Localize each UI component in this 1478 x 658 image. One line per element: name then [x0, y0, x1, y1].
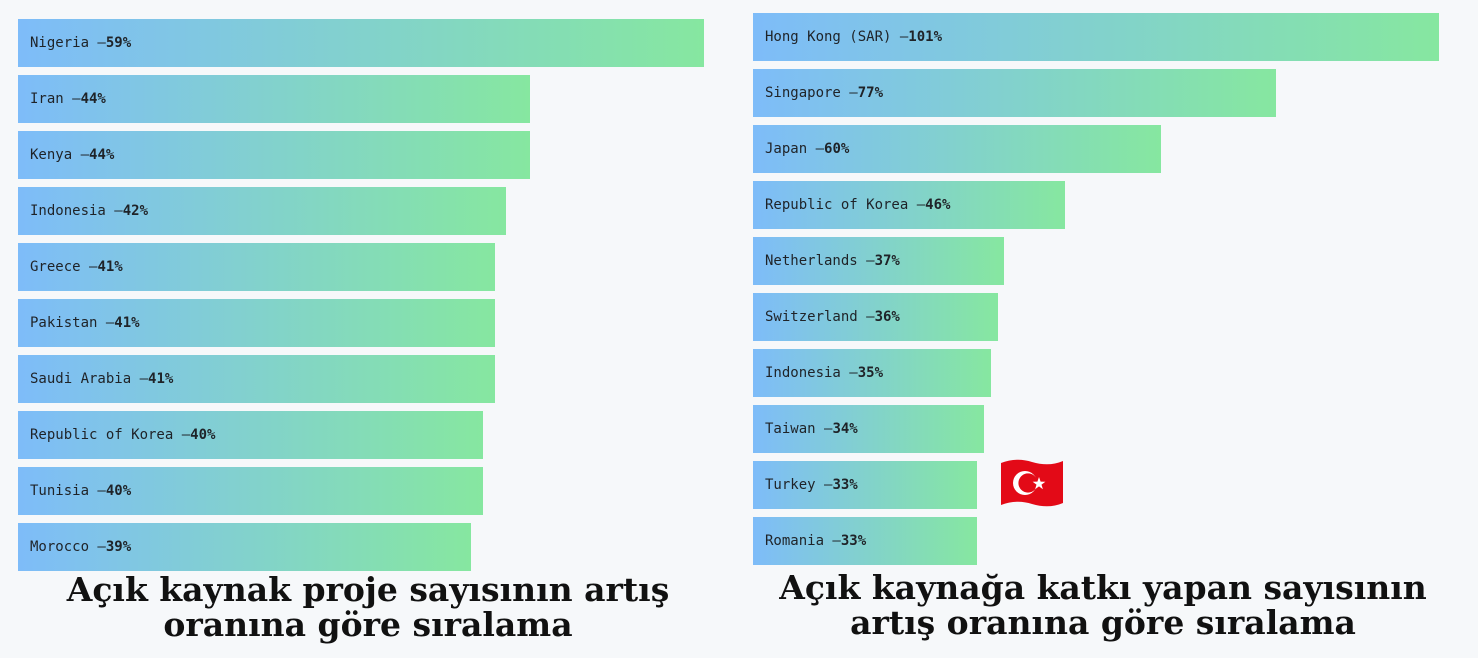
bar-label: Hong Kong (SAR) – — [765, 29, 909, 45]
bar-label: Indonesia – — [30, 203, 123, 219]
bar-label: Indonesia – — [765, 365, 858, 381]
bar-republic-of-korea: Republic of Korea – 40% — [18, 411, 483, 459]
chart-title-right: Açık kaynağa katkı yapan sayısının artış… — [779, 568, 1427, 642]
bar-republic-of-korea: Republic of Korea – 46% — [753, 181, 1065, 229]
bar-label: Republic of Korea – — [30, 427, 191, 443]
bar-value: 40% — [105, 483, 132, 499]
bar-value: 33% — [840, 533, 867, 549]
bar-morocco: Morocco – 39% — [18, 523, 471, 571]
bar-value: 41% — [114, 315, 140, 331]
bar-value: 34% — [832, 421, 858, 437]
bar-saudi-arabia: Saudi Arabia – 41% — [18, 355, 495, 403]
bar-iran: Iran – 44% — [18, 75, 530, 123]
bar-value: 41% — [97, 259, 123, 275]
bar-label: Iran – — [30, 91, 81, 107]
bar-label: Tunisia – — [30, 483, 106, 499]
bar-pakistan: Pakistan – 41% — [18, 299, 495, 347]
bar-label: Romania – — [765, 533, 841, 549]
bar-nigeria: Nigeria – 59% — [18, 19, 704, 67]
bar-label: Republic of Korea – — [765, 197, 926, 213]
bar-label: Nigeria – — [30, 35, 106, 51]
bar-value: 42% — [122, 203, 149, 219]
bar-japan: Japan – 60% — [753, 125, 1161, 173]
bar-value: 35% — [857, 365, 884, 381]
bar-greece: Greece – 41% — [18, 243, 495, 291]
bar-label: Pakistan – — [30, 315, 115, 331]
bar-value: 44% — [89, 147, 115, 163]
bar-value: 33% — [832, 477, 858, 493]
bar-taiwan: Taiwan – 34% — [753, 405, 984, 453]
bar-singapore: Singapore – 77% — [753, 69, 1276, 117]
bar-hong-kong-sar: Hong Kong (SAR) – 101% — [753, 13, 1439, 61]
bar-tunisia: Tunisia – 40% — [18, 467, 483, 515]
bar-label: Japan – — [765, 141, 825, 157]
bar-kenya: Kenya – 44% — [18, 131, 530, 179]
bar-label: Singapore – — [765, 85, 858, 101]
bar-label: Greece – — [30, 259, 98, 275]
bar-romania: Romania – 33% — [753, 517, 977, 565]
bar-label: Netherlands – — [765, 253, 875, 269]
bar-turkey: Turkey – 33% — [753, 461, 977, 509]
bar-switzerland: Switzerland – 36% — [753, 293, 998, 341]
bar-value: 37% — [874, 253, 900, 269]
bar-netherlands: Netherlands – 37% — [753, 237, 1004, 285]
bar-value: 41% — [148, 371, 174, 387]
bar-value: 101% — [908, 29, 943, 45]
chart-title-left: Açık kaynak proje sayısının artış oranın… — [66, 570, 670, 644]
bar-label: Taiwan – — [765, 421, 833, 437]
bar-label: Turkey – — [765, 477, 833, 493]
bar-value: 39% — [105, 539, 132, 555]
bar-value: 40% — [190, 427, 216, 443]
turkey-flag-icon — [1001, 459, 1063, 507]
bar-label: Morocco – — [30, 539, 106, 555]
bar-value: 46% — [925, 197, 951, 213]
bar-value: 60% — [824, 141, 850, 157]
bar-indonesia: Indonesia – 35% — [753, 349, 991, 397]
bar-value: 77% — [857, 85, 884, 101]
bar-label: Kenya – — [30, 147, 90, 163]
bar-label: Switzerland – — [765, 309, 875, 325]
bar-value: 59% — [105, 35, 132, 51]
bar-label: Saudi Arabia – — [30, 371, 149, 387]
bar-indonesia: Indonesia – 42% — [18, 187, 506, 235]
bar-value: 44% — [80, 91, 106, 107]
bar-value: 36% — [874, 309, 900, 325]
